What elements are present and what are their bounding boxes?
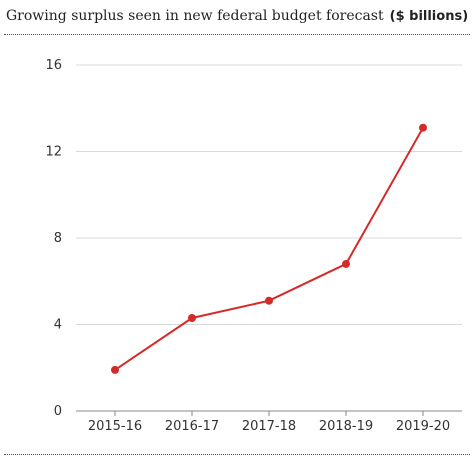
chart-unit-label: ($ billions) (389, 9, 469, 24)
y-tick-label: 16 (45, 58, 62, 73)
data-point[interactable] (188, 314, 196, 323)
data-point[interactable] (419, 123, 427, 132)
data-point[interactable] (111, 365, 119, 374)
y-tick-label: 4 (54, 318, 62, 333)
chart-title: Growing surplus seen in new federal budg… (6, 8, 468, 24)
data-point[interactable] (342, 259, 350, 268)
x-tick-label: 2015-16 (88, 419, 142, 434)
series-layer (111, 123, 427, 374)
series-line (114, 127, 424, 371)
x-tick-label: 2017-18 (242, 419, 296, 434)
x-tick-label: 2016-17 (165, 419, 219, 434)
chart-title-text: Growing surplus seen in new federal budg… (6, 8, 384, 24)
data-point[interactable] (265, 296, 273, 305)
y-tick-label: 0 (54, 404, 62, 419)
y-tick-label: 12 (45, 145, 62, 160)
y-gridlines (76, 64, 462, 412)
x-tick-label: 2019-20 (396, 419, 450, 434)
top-dotted-rule (4, 34, 470, 35)
y-tick-label: 8 (54, 231, 62, 246)
x-tick-labels: 2015-16 2016-17 2017-18 2018-19 2019-20 (88, 411, 450, 434)
y-tick-labels: 0 4 8 12 16 (45, 58, 62, 419)
x-tick-label: 2018-19 (319, 419, 373, 434)
bottom-dotted-rule (4, 454, 470, 455)
